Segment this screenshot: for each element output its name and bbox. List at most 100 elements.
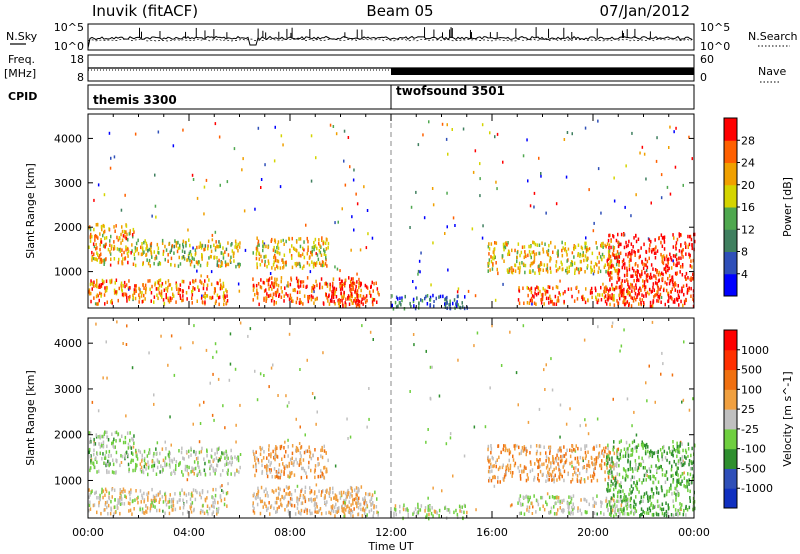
echo-cell [668, 146, 670, 149]
echo-cell [95, 433, 98, 437]
echo-cell [173, 373, 176, 377]
echo-cell [307, 297, 309, 301]
echo-cell [299, 244, 302, 249]
echo-cell [104, 493, 106, 497]
echo-cell [239, 465, 241, 470]
echo-cell [556, 285, 559, 290]
echo-cell [676, 237, 679, 242]
echo-cell [599, 269, 602, 274]
echo-cell [157, 130, 160, 134]
echo-cell [219, 473, 222, 477]
echo-cell [132, 468, 134, 473]
echo-cell [546, 474, 548, 478]
echo-cell [165, 293, 167, 297]
echo-cell [310, 294, 313, 298]
echo-cell [265, 296, 268, 300]
echo-cell [219, 286, 222, 291]
echo-cell [154, 505, 156, 509]
echo-cell [254, 473, 256, 478]
echo-cell [613, 514, 615, 518]
echo-cell [210, 296, 213, 300]
echo-cell [640, 463, 642, 468]
echo-cell [454, 224, 456, 227]
colorbar-segment [724, 428, 737, 450]
echo-cell [622, 454, 624, 459]
echo-cell [645, 491, 648, 495]
echo-cell [527, 253, 529, 258]
echo-cell [557, 499, 559, 504]
echo-cell [276, 455, 279, 459]
echo-cell [299, 368, 301, 371]
echo-cell [151, 255, 153, 259]
echo-cell [140, 470, 143, 474]
echo-cell [609, 503, 611, 507]
echo-cell [690, 294, 692, 298]
echo-cell [626, 289, 628, 294]
echo-cell [124, 257, 126, 261]
echo-cell [633, 279, 635, 283]
echo-cell [153, 461, 156, 465]
echo-cell [279, 498, 282, 502]
echo-cell [672, 478, 675, 482]
echo-cell [520, 250, 523, 255]
echo-cell [479, 194, 481, 198]
echo-cell [652, 506, 654, 510]
echo-cell [108, 454, 110, 458]
echo-cell [277, 496, 279, 500]
echo-cell [206, 263, 209, 267]
echo-cell [192, 279, 194, 284]
echo-cell [561, 240, 563, 245]
echo-cell [680, 506, 682, 510]
echo-cell [216, 463, 218, 467]
echo-cell [535, 498, 538, 503]
echo-cell [446, 225, 448, 229]
echo-cell [652, 285, 654, 290]
echo-cell [94, 302, 97, 306]
echo-cell [155, 256, 158, 260]
echo-cell [511, 270, 514, 275]
echo-cell [419, 270, 421, 274]
echo-cell [505, 446, 507, 451]
echo-cell [131, 437, 133, 441]
echo-cell [653, 505, 655, 509]
echo-cell [183, 502, 185, 507]
echo-cell [553, 496, 555, 500]
echo-cell [657, 454, 659, 459]
echo-cell [114, 229, 116, 233]
echo-cell [88, 245, 90, 249]
echo-cell [674, 288, 677, 292]
echo-cell [552, 286, 554, 291]
echo-cell [679, 441, 682, 446]
echo-cell [661, 511, 664, 516]
echo-cell [549, 472, 551, 476]
echo-cell [549, 294, 551, 299]
echo-cell [573, 466, 575, 470]
echo-cell [321, 490, 323, 494]
echo-cell [676, 263, 678, 268]
echo-cell [616, 259, 619, 263]
echo-cell [135, 448, 137, 453]
echo-cell [516, 259, 518, 264]
echo-cell [687, 488, 689, 493]
echo-cell [100, 224, 103, 229]
echo-cell [102, 495, 104, 500]
echo-cell [678, 261, 680, 265]
echo-cell [627, 499, 629, 504]
echo-cell [252, 277, 254, 281]
echo-cell [95, 257, 97, 261]
echo-cell [358, 281, 360, 286]
echo-cell [629, 286, 631, 290]
echo-cell [376, 287, 379, 291]
echo-cell [561, 474, 563, 479]
echo-cell [284, 440, 286, 444]
echo-cell [647, 499, 649, 503]
echo-cell [677, 450, 679, 454]
colorbar-segment [724, 118, 737, 141]
echo-cell [644, 449, 647, 454]
echo-cell [91, 489, 93, 493]
echo-cell [412, 512, 414, 516]
echo-cell [239, 262, 241, 267]
echo-cell [476, 331, 479, 335]
echo-cell [675, 512, 677, 516]
echo-cell [687, 447, 690, 451]
